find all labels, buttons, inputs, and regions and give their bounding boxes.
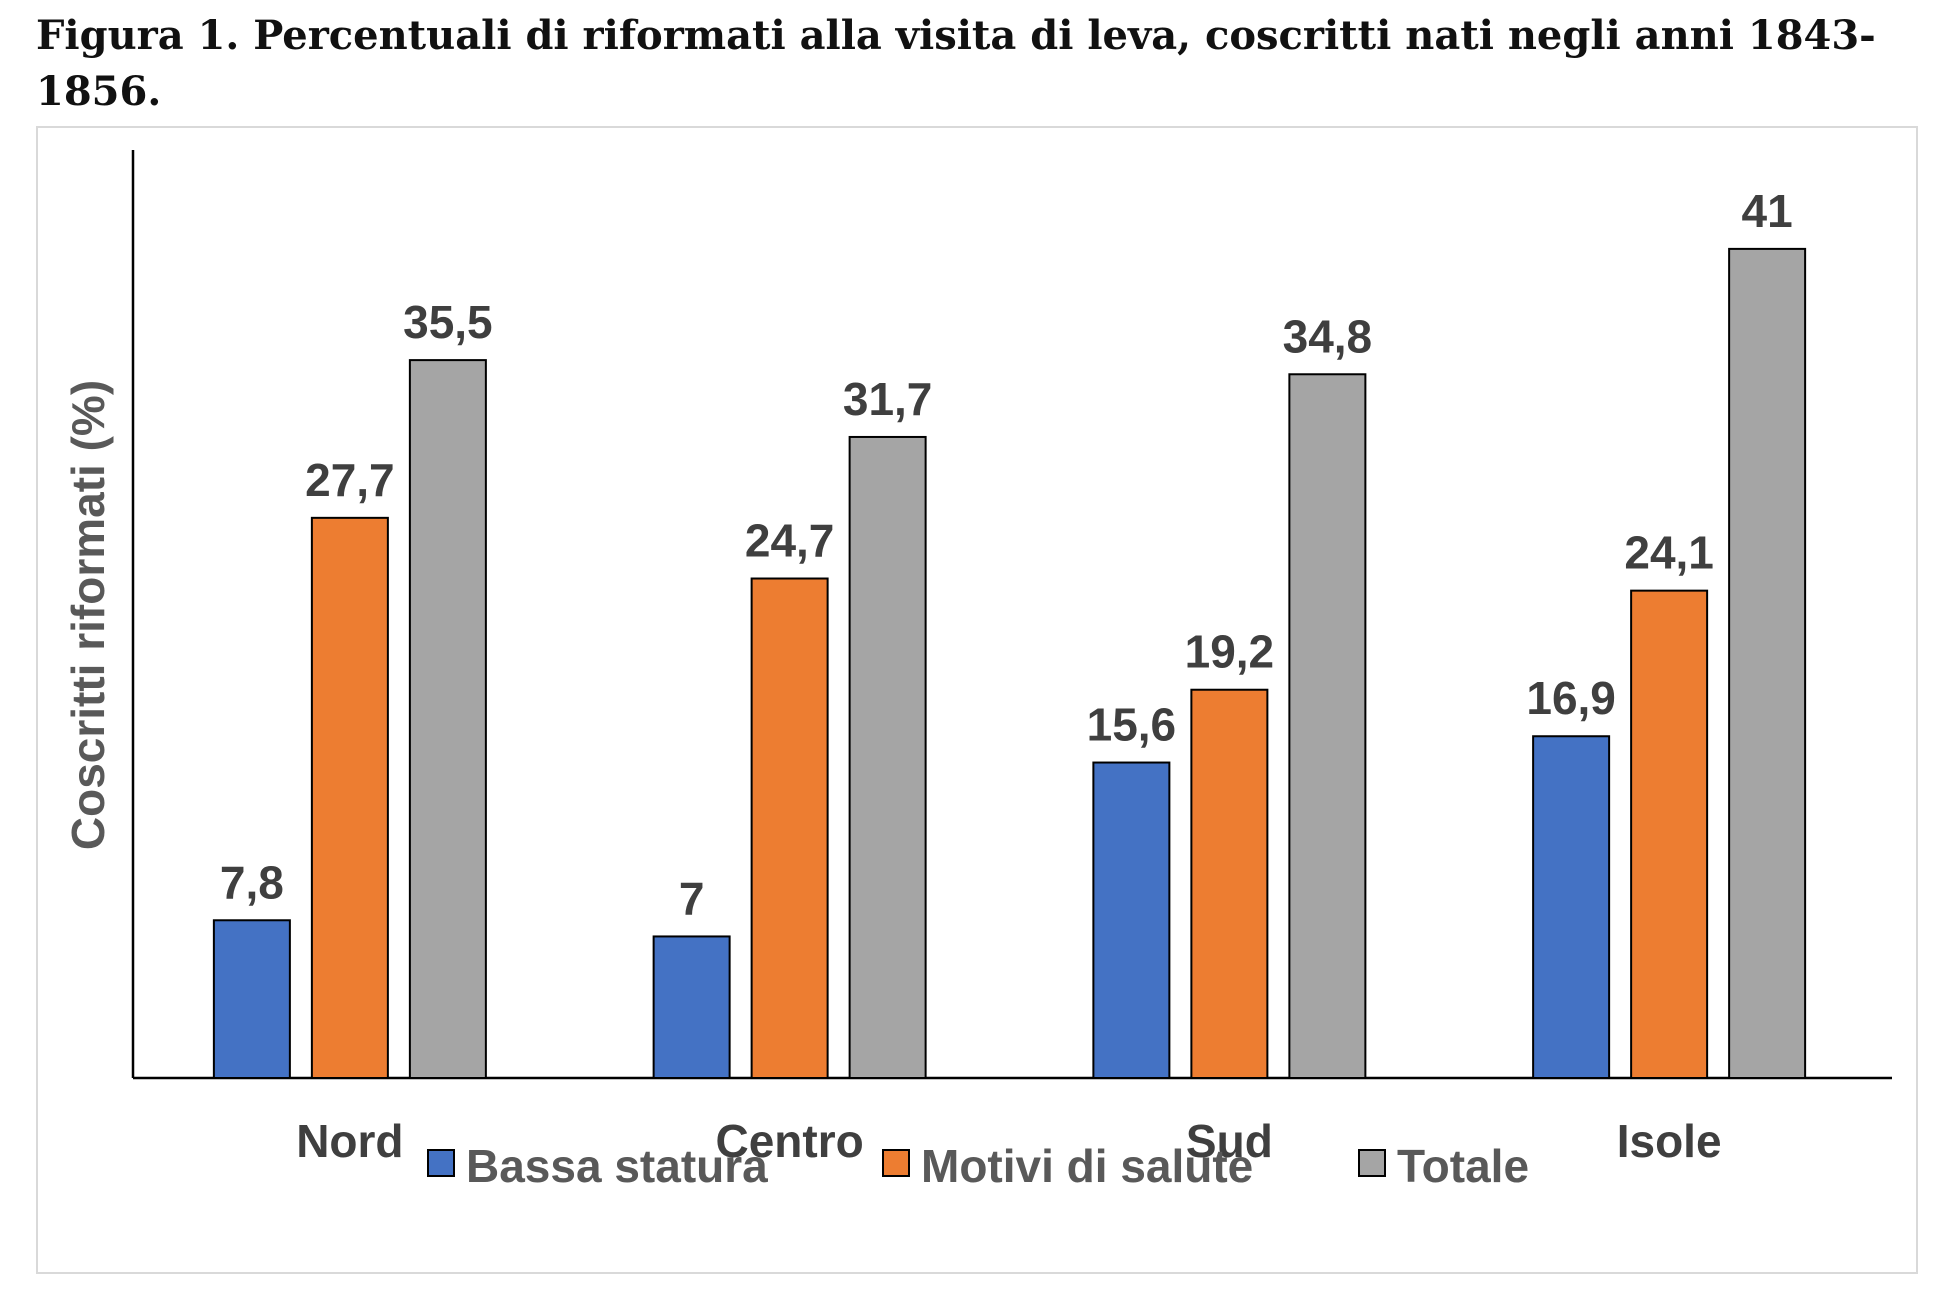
legend-swatch: [1358, 1149, 1386, 1177]
legend-swatch: [427, 1149, 455, 1177]
bar-value-label: 19,2: [1185, 626, 1275, 678]
x-tick-label: Nord: [296, 1115, 403, 1167]
legend-label: Motivi di salute: [921, 1140, 1253, 1192]
y-axis-label: Coscritti riformati (%): [62, 380, 114, 850]
bar-value-label: 24,1: [1624, 527, 1714, 579]
chart-value-labels: 7,8 27,7 35,5 7 24,7 31,7 15,619,2 34,8 16,9 24,1…: [220, 185, 1793, 925]
chart-legend: Bassa statura Motivi di salute Totale: [427, 1140, 1529, 1192]
bar-value-label: 41: [1742, 185, 1793, 237]
bar-chart: 7,8 27,7 35,5 7 24,7 31,7 15,619,2 34,8 16,9 24,1…: [62, 150, 1892, 1192]
bar-value-label: 27,7: [305, 454, 395, 506]
bar-value-label: 31,7: [843, 373, 933, 425]
bar: [212, 919, 291, 1079]
bar: [848, 435, 927, 1079]
bar: [1532, 735, 1611, 1079]
bar-value-label: 16,9: [1526, 672, 1616, 724]
chart-axes: [131, 150, 1892, 1080]
legend-swatch: [882, 1149, 910, 1177]
bar-value-label: 7,8: [220, 856, 284, 908]
bar: [1190, 688, 1269, 1079]
bar-value-label: 35,5: [403, 296, 493, 348]
bar: [1728, 247, 1807, 1079]
bar: [750, 577, 829, 1079]
bar: [652, 935, 731, 1080]
x-tick-label: Centro: [716, 1115, 864, 1167]
chart-bars: [212, 247, 1807, 1080]
bar: [1630, 589, 1709, 1079]
bar: [408, 359, 487, 1080]
x-tick-label: Isole: [1617, 1115, 1722, 1167]
bar-value-label: 24,7: [745, 515, 835, 567]
bar-value-label: 7: [679, 872, 705, 924]
chart-frame: 7,8 27,7 35,5 7 24,7 31,7 15,6 19,2 34,8 16,9 24,1…: [36, 126, 1918, 1274]
chart-category-labels: Nord Centro Sud Isole: [296, 1115, 1721, 1167]
figure-title: Figura 1. Percentuali di riformati alla …: [36, 12, 1876, 115]
bar-value-label: 34,8: [1283, 310, 1373, 362]
bar: [1288, 373, 1367, 1079]
bar: [310, 516, 389, 1080]
legend-label: Bassa statura: [466, 1140, 768, 1192]
legend-label: Totale: [1397, 1140, 1529, 1192]
bar-value-label: 15,6: [1087, 699, 1177, 751]
bar: [1092, 761, 1171, 1079]
x-tick-label: Sud: [1186, 1115, 1273, 1167]
